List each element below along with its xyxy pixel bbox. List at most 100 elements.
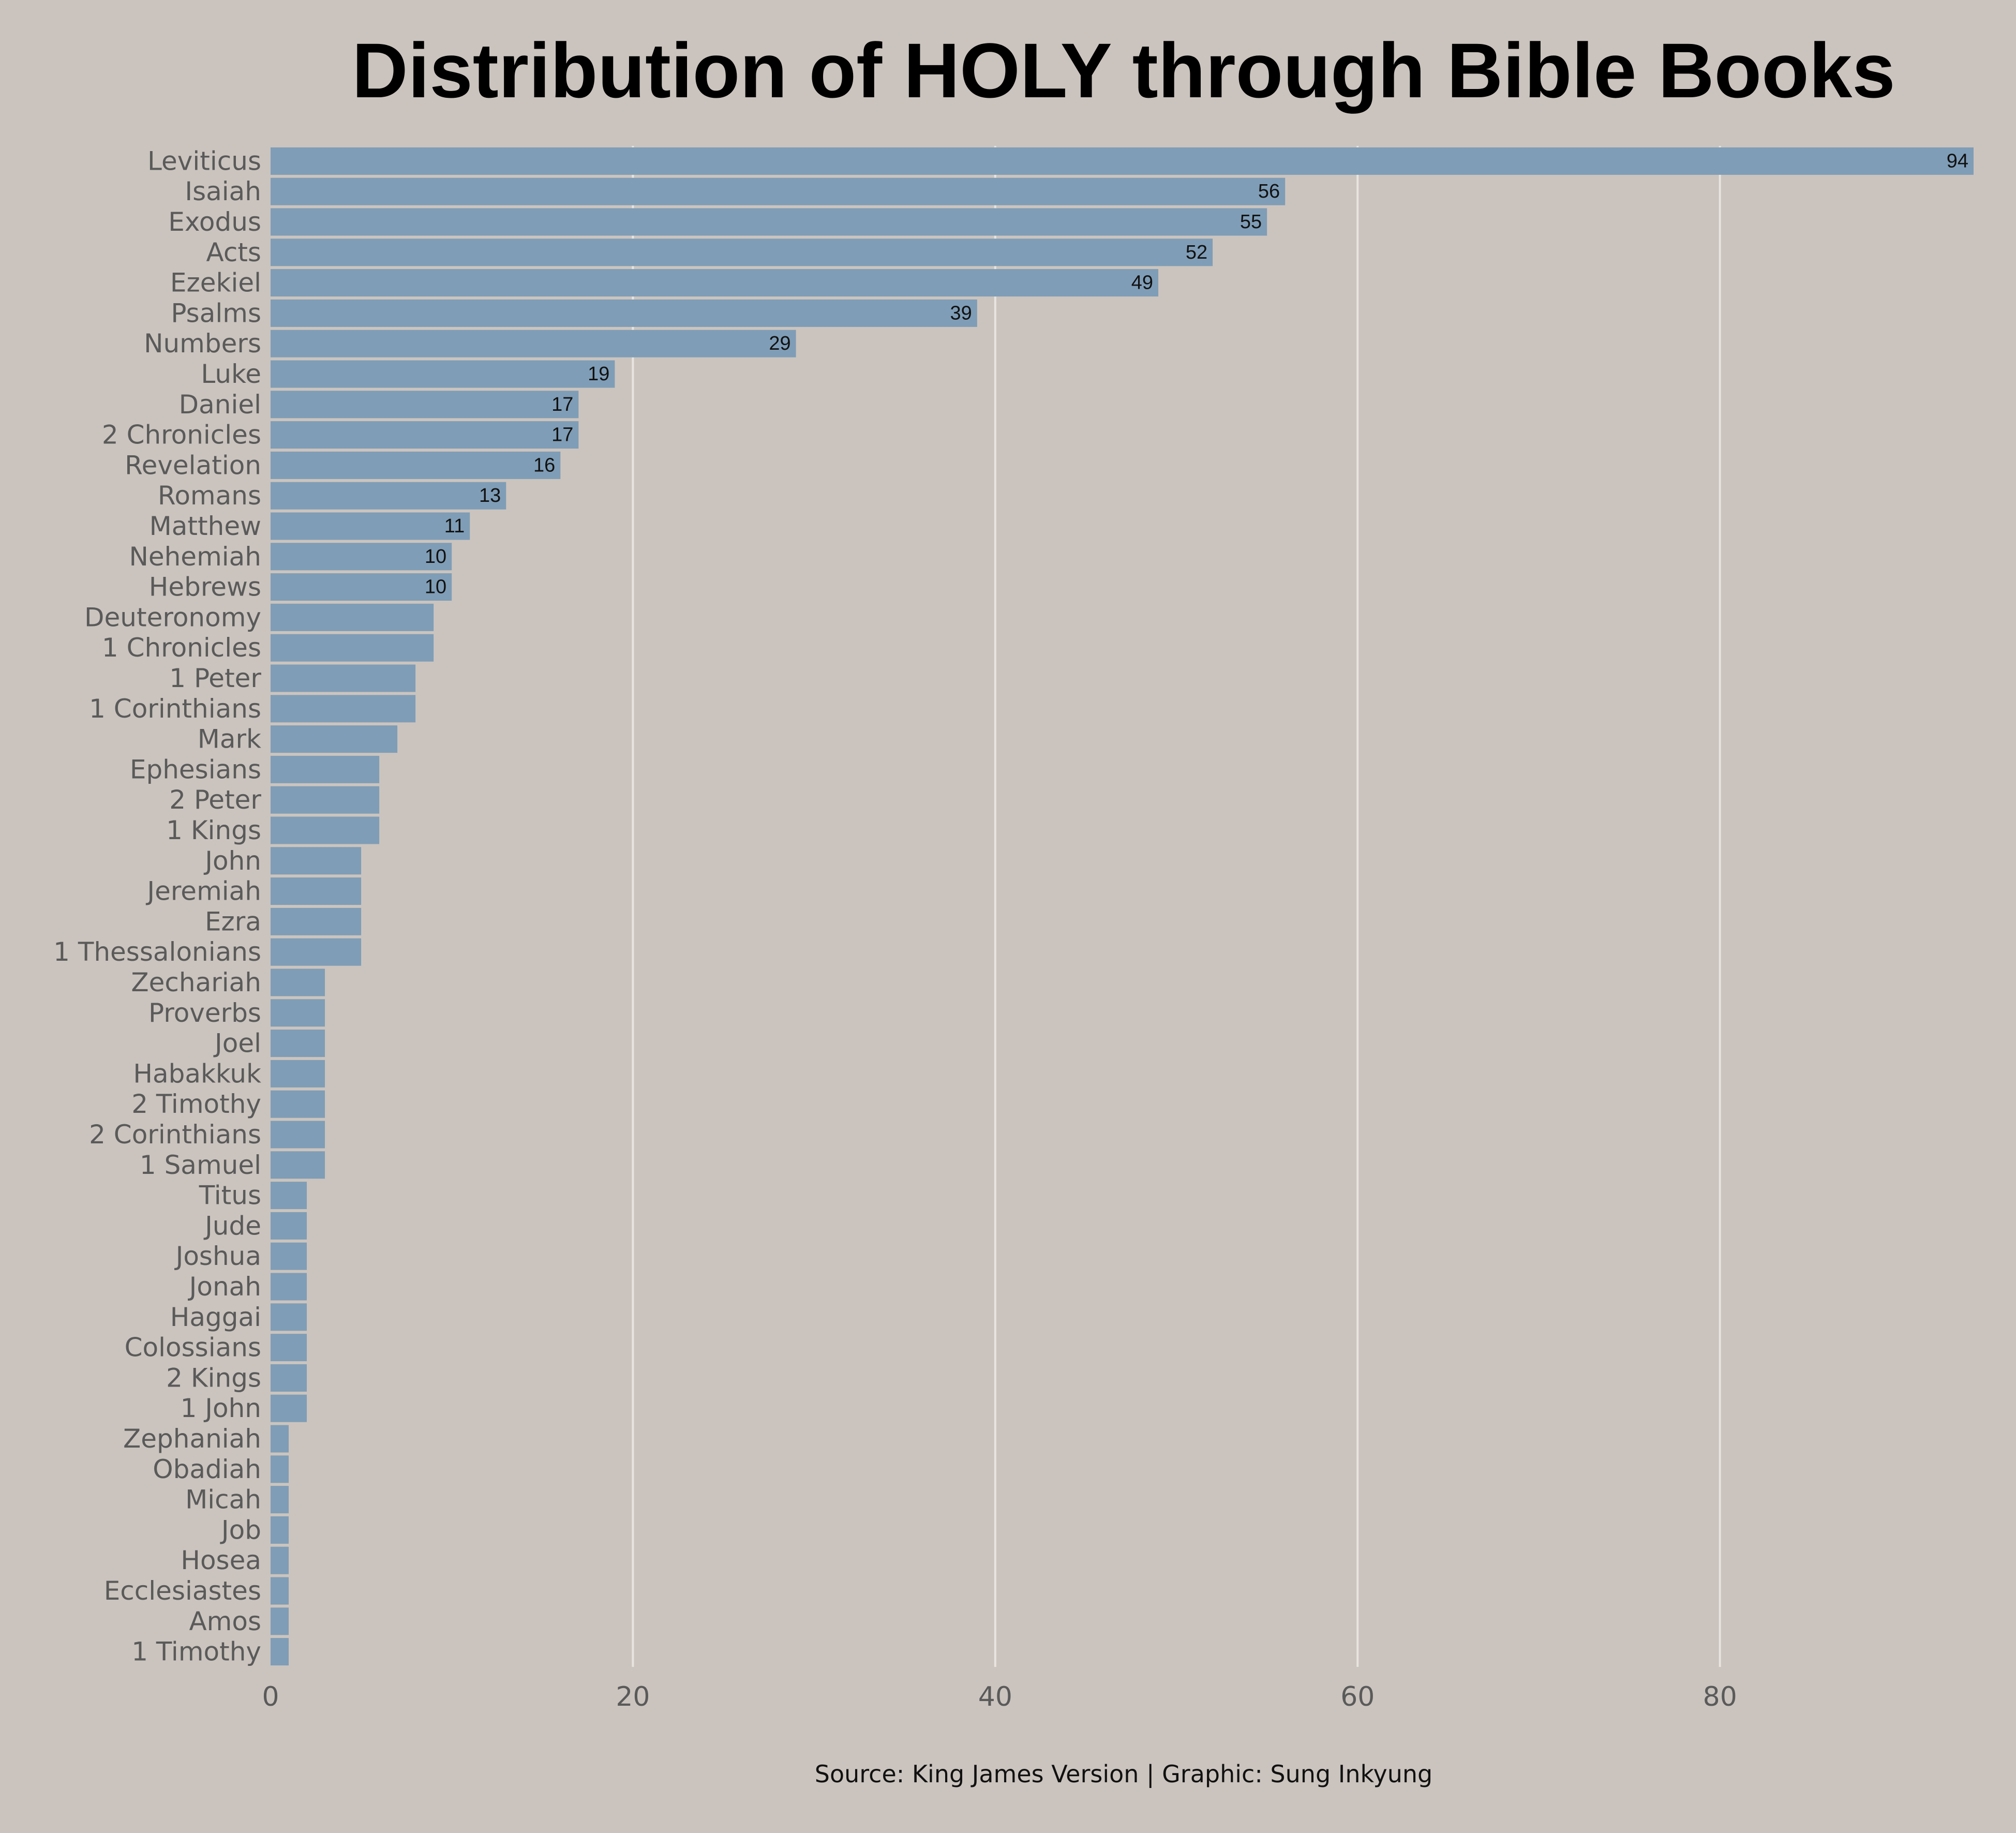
category-label: Isaiah: [185, 176, 261, 206]
bar: [271, 1030, 325, 1057]
bar: [271, 1546, 289, 1574]
bar: [271, 269, 1159, 297]
bar: [271, 573, 452, 601]
bar: [271, 208, 1267, 236]
bar: [271, 1060, 325, 1087]
category-label: 1 Kings: [166, 815, 261, 845]
bar: [271, 786, 380, 814]
bar: [271, 847, 362, 875]
category-label: Matthew: [150, 511, 261, 541]
category-label: Jude: [203, 1211, 261, 1241]
category-label: 2 Peter: [169, 785, 261, 815]
value-label: 10: [425, 546, 446, 568]
category-label: Zechariah: [131, 967, 261, 997]
value-label: 11: [444, 515, 465, 537]
category-label: Deuteronomy: [84, 602, 261, 632]
category-label: Hebrews: [149, 572, 261, 602]
value-label: 55: [1240, 211, 1262, 233]
category-label: Exodus: [168, 207, 261, 237]
category-label: Amos: [189, 1606, 261, 1636]
category-label: 2 Timothy: [131, 1089, 261, 1119]
category-label: Ecclesiastes: [104, 1576, 261, 1606]
bar: [271, 1182, 307, 1210]
category-label: Jonah: [188, 1272, 261, 1302]
bar: [271, 755, 380, 783]
category-label: Psalms: [171, 298, 261, 328]
category-label: 2 Corinthians: [89, 1120, 261, 1150]
category-label: Ezekiel: [170, 268, 261, 298]
bar: [271, 1607, 289, 1635]
x-tick-label: 80: [1703, 1681, 1737, 1712]
bar: [271, 1303, 307, 1331]
category-label: 1 Chronicles: [102, 633, 261, 663]
bar: [271, 512, 470, 540]
category-label: Joshua: [174, 1241, 261, 1271]
bar: [271, 603, 434, 631]
bar: [271, 634, 434, 662]
value-label: 29: [769, 333, 790, 354]
category-label: 1 Corinthians: [89, 694, 261, 724]
bar: [271, 1638, 289, 1666]
value-label: 13: [479, 485, 501, 506]
bar: [271, 1516, 289, 1544]
bar: [271, 239, 1213, 266]
bar: [271, 299, 977, 327]
value-label: 56: [1258, 181, 1280, 202]
category-label: Proverbs: [148, 998, 261, 1028]
bar: [271, 147, 1974, 175]
source-caption: Source: King James Version | Graphic: Su…: [815, 1760, 1432, 1789]
bar: [271, 1425, 289, 1453]
category-label: Revelation: [125, 450, 261, 480]
bar: [271, 664, 416, 692]
category-label: 1 Thessalonians: [53, 937, 261, 967]
bar: [271, 1364, 307, 1392]
category-label: Acts: [206, 237, 261, 267]
x-axis-ticks: 0 20 40 60 80: [262, 1681, 1737, 1712]
x-tick-label: 20: [616, 1681, 650, 1712]
bar: [271, 1121, 325, 1149]
category-label: Daniel: [179, 390, 261, 420]
bar: [271, 1151, 325, 1179]
x-tick-label: 40: [978, 1681, 1012, 1712]
value-label: 52: [1186, 242, 1207, 263]
value-label: 49: [1131, 272, 1153, 294]
category-label: John: [203, 846, 261, 876]
value-label: 39: [950, 302, 972, 324]
bar: [271, 1334, 307, 1362]
category-label: Colossians: [125, 1333, 261, 1363]
bar: [271, 1455, 289, 1483]
bar: [271, 421, 579, 449]
grid-lines: [632, 146, 1721, 1667]
category-label: 2 Chronicles: [102, 420, 261, 450]
value-labels: 94 56 55 52 49 39 29 19 17 17 16 13 11 10 10: [425, 150, 1968, 598]
value-label: 16: [533, 454, 555, 476]
x-tick-label: 60: [1340, 1681, 1375, 1712]
bar: [271, 1212, 307, 1240]
bars: [271, 147, 1974, 1666]
bar: [271, 1486, 289, 1514]
category-label: Hosea: [181, 1545, 261, 1575]
bar: [271, 482, 506, 510]
category-label: Luke: [201, 359, 261, 389]
x-tick-label: 0: [262, 1681, 279, 1712]
bar: [271, 695, 416, 723]
category-label: 1 Peter: [169, 663, 261, 693]
category-label: 1 John: [181, 1393, 261, 1423]
category-label: Joel: [213, 1029, 261, 1059]
bar: [271, 938, 362, 966]
bar: [271, 543, 452, 571]
category-label: Zephaniah: [123, 1424, 261, 1454]
bar: [271, 907, 362, 935]
category-label: Micah: [185, 1485, 261, 1515]
bar: [271, 330, 796, 357]
value-label: 19: [588, 363, 609, 385]
value-label: 17: [551, 394, 573, 415]
category-label: Obadiah: [153, 1454, 261, 1484]
category-label: 1 Timothy: [131, 1637, 261, 1667]
category-label: Ephesians: [130, 754, 261, 784]
bar: [271, 391, 579, 419]
category-label: Ezra: [205, 906, 261, 936]
bar: [271, 451, 561, 479]
bar: [271, 999, 325, 1027]
